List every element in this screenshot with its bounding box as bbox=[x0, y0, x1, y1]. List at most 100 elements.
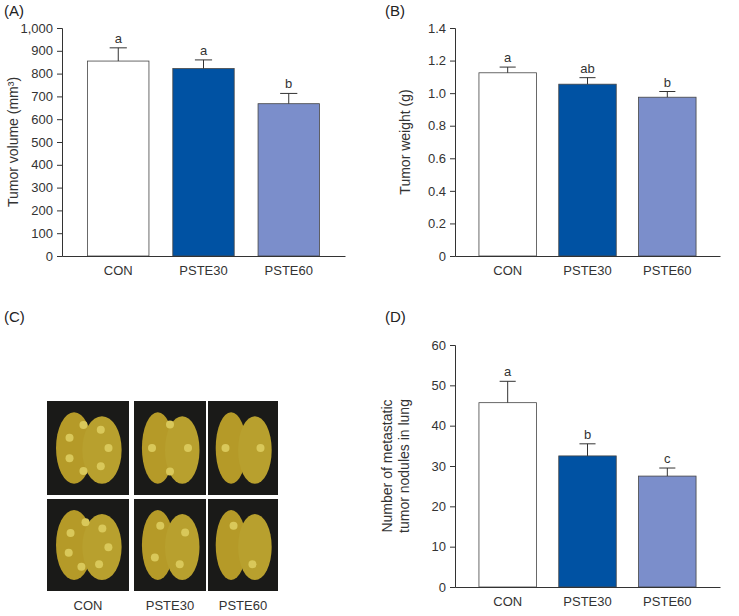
tick-label: 600 bbox=[31, 112, 53, 127]
lung-photo bbox=[208, 401, 278, 495]
nodule bbox=[105, 444, 113, 452]
y-tick: 1.0 bbox=[428, 86, 455, 101]
annotation: a bbox=[200, 43, 208, 58]
y-tick: 30 bbox=[432, 459, 455, 474]
annotation: b bbox=[584, 427, 591, 442]
tick-label: 0.4 bbox=[428, 184, 446, 199]
tick-mark bbox=[450, 345, 455, 346]
tick-mark bbox=[57, 74, 62, 75]
nodule bbox=[184, 444, 192, 452]
bar bbox=[173, 69, 234, 256]
tick-label: PSTE30 bbox=[563, 263, 611, 278]
nodule bbox=[181, 529, 189, 537]
plot-area bbox=[88, 48, 320, 256]
tick-label: 0 bbox=[46, 249, 53, 264]
y-axis-title: Tumor volume (mm³) bbox=[5, 77, 21, 207]
y-tick: 40 bbox=[432, 418, 455, 433]
tick-label: 60 bbox=[432, 338, 446, 353]
x-axis: CON PSTE30 PSTE60 bbox=[456, 588, 721, 610]
nodule bbox=[248, 560, 256, 568]
tick-label: 10 bbox=[432, 539, 446, 554]
nodule bbox=[156, 522, 164, 530]
bar bbox=[639, 97, 696, 256]
chart-panel: (B)aabb00.20.40.60.81.01.21.4CONPSTE30PS… bbox=[385, 2, 721, 278]
tick-mark bbox=[57, 119, 62, 120]
chart-panel: (D)abc0102030405060CONPSTE30PSTE60Number… bbox=[379, 308, 721, 609]
tick-mark bbox=[57, 233, 62, 234]
tick-mark bbox=[450, 466, 455, 467]
tick-label: 0 bbox=[439, 580, 446, 595]
tick-label: 20 bbox=[432, 499, 446, 514]
nodule bbox=[166, 421, 174, 429]
y-tick: 20 bbox=[432, 499, 455, 514]
x-tick: CON bbox=[493, 263, 522, 278]
bar bbox=[559, 84, 616, 256]
tick-mark bbox=[450, 61, 455, 62]
x-tick: PSTE60 bbox=[265, 263, 313, 278]
nodule bbox=[66, 434, 74, 442]
chart-panel: (A)aab01002003004005006007008009001,000C… bbox=[4, 2, 346, 278]
tick-label: CON bbox=[493, 594, 522, 609]
error-bar bbox=[500, 381, 516, 402]
x-tick: PSTE30 bbox=[179, 263, 227, 278]
photo-background bbox=[47, 401, 129, 495]
tick-label: 300 bbox=[31, 180, 53, 195]
error-bar bbox=[110, 48, 127, 61]
y-tick: 0 bbox=[46, 249, 62, 264]
y-tick: 300 bbox=[31, 180, 62, 195]
x-axis: CON PSTE30 PSTE60 bbox=[456, 257, 721, 279]
panel-title: (B) bbox=[385, 2, 405, 19]
lung-lobe bbox=[82, 416, 121, 484]
nodule bbox=[79, 421, 87, 429]
tick-mark bbox=[57, 188, 62, 189]
y-axis: 00.20.40.60.81.01.21.4 bbox=[428, 21, 456, 264]
tick-mark bbox=[450, 126, 455, 127]
x-tick: PSTE60 bbox=[643, 594, 691, 609]
nodule bbox=[82, 518, 90, 526]
lung-photo bbox=[208, 499, 278, 591]
tick-label: 1.0 bbox=[428, 86, 446, 101]
tick-mark bbox=[450, 385, 455, 386]
bar bbox=[258, 104, 319, 256]
lung-lobe bbox=[82, 514, 121, 580]
annotation: ab bbox=[580, 61, 594, 76]
error-bar bbox=[280, 93, 297, 103]
tick-label: 100 bbox=[31, 226, 53, 241]
tick-label: 50 bbox=[432, 378, 446, 393]
y-tick: 0 bbox=[439, 249, 455, 264]
annotation: a bbox=[504, 50, 512, 65]
tick-label: 40 bbox=[432, 418, 446, 433]
x-tick: PSTE30 bbox=[563, 594, 611, 609]
photo-caption: PSTE60 bbox=[219, 598, 267, 613]
y-tick: 0.4 bbox=[428, 184, 455, 199]
tick-mark bbox=[450, 547, 455, 548]
tick-label: PSTE60 bbox=[643, 594, 691, 609]
tick-label: 400 bbox=[31, 157, 53, 172]
bar bbox=[559, 456, 616, 587]
annotation: b bbox=[664, 75, 671, 90]
tick-label: 1,000 bbox=[20, 21, 53, 36]
y-tick: 1,000 bbox=[20, 21, 62, 36]
panel-title: (D) bbox=[385, 308, 406, 325]
y-axis-title: Number of metastatictumor nodules in lun… bbox=[379, 399, 412, 533]
nodule bbox=[66, 454, 74, 462]
y-tick: 100 bbox=[31, 226, 62, 241]
lung-lobe bbox=[165, 416, 200, 484]
lung-photo bbox=[134, 499, 206, 591]
tick-label: 1.2 bbox=[428, 53, 446, 68]
tick-label: 30 bbox=[432, 459, 446, 474]
y-tick: 1.4 bbox=[428, 21, 455, 36]
lung-lobe bbox=[238, 416, 272, 484]
y-tick: 1.2 bbox=[428, 53, 455, 68]
tick-label: PSTE60 bbox=[643, 263, 691, 278]
x-axis: CONPSTE30PSTE60 bbox=[63, 257, 346, 279]
y-tick: 800 bbox=[31, 66, 62, 81]
y-tick: 0.8 bbox=[428, 118, 455, 133]
tick-label: PSTE60 bbox=[265, 263, 313, 278]
tick-mark bbox=[57, 96, 62, 97]
error-bar bbox=[659, 468, 675, 476]
tick-mark bbox=[450, 223, 455, 224]
axis-line bbox=[57, 29, 63, 257]
y-tick: 10 bbox=[432, 539, 455, 554]
nodule bbox=[166, 468, 174, 476]
